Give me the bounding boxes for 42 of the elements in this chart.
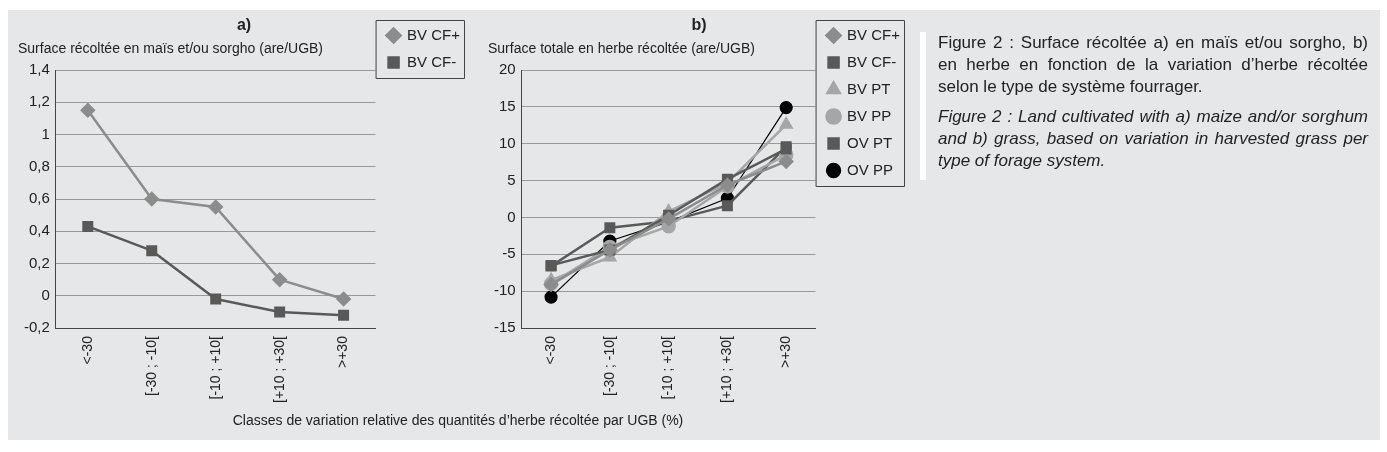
y-tick-label: 20 (498, 60, 516, 78)
y-tick-label: 0 (507, 207, 516, 225)
x-tick-label: [+10 ; +30[ (718, 335, 735, 404)
y-tick-label: 0,2 (28, 253, 50, 271)
x-tick-label: [-30 ; -10[ (142, 335, 159, 396)
x-tick-label: <-30 (541, 335, 558, 365)
y-tick-label: 1,4 (28, 60, 50, 78)
y-tick-label: 5 (507, 170, 516, 188)
y-tick-label: 0,6 (28, 189, 50, 207)
legend-label: OV PT (847, 133, 893, 151)
x-tick-label: <-30 (78, 335, 95, 365)
y-tick-label: 15 (498, 97, 516, 115)
y-tick-label: -15 (493, 318, 516, 336)
y-tick-label: -10 (493, 281, 516, 299)
legend-label: BV CF- (407, 52, 457, 70)
caption: Figure 2 : Surface récoltée a) en maïs et/ou sorgho, b) en herbe en fonction de la variation d’herbe récoltée selon le type de système fourrager. (938, 32, 1368, 98)
legend-label: BV PT (847, 79, 891, 97)
chart-title: b) (691, 16, 707, 34)
chart-subtitle: Surface récoltée en maïs et/ou sorgho (are/UGB) (18, 40, 324, 57)
legend-label: BV CF+ (407, 25, 461, 43)
y-tick-label: -0,2 (23, 318, 50, 336)
y-tick-label: 0,4 (28, 221, 50, 239)
legend-label: BV CF+ (847, 25, 901, 43)
y-tick-label: 0,8 (28, 156, 50, 174)
legend-label: BV PP (847, 106, 892, 124)
x-tick-label: >+30 (777, 335, 794, 368)
y-tick-label: 1,2 (28, 92, 50, 110)
caption: Figure 2 : Land cultivated with a) maize and/or sorghum and b) grass, based on variation in harvested grass per type of forage system. (938, 106, 1368, 172)
chart-title: a) (236, 16, 252, 34)
y-tick-label: -5 (502, 244, 516, 262)
x-tick-label: >+30 (334, 335, 351, 368)
legend-label: OV PP (847, 160, 893, 178)
x-tick-label: [-10 ; +10[ (659, 335, 676, 400)
x-tick-label: [+10 ; +30[ (270, 335, 287, 404)
x-tick-label: [-30 ; -10[ (600, 335, 617, 396)
y-tick-label: 0 (41, 285, 50, 303)
x-tick-label: [-10 ; +10[ (206, 335, 223, 400)
chart-subtitle: Surface totale en herbe récoltée (are/UGB) (488, 40, 755, 57)
text: Classes de variation relative des quantités d’herbe récoltée par UGB (%) (231, 412, 685, 428)
y-tick-label: 1 (41, 124, 50, 142)
y-tick-label: 10 (498, 133, 516, 151)
legend-label: BV CF- (847, 52, 897, 70)
